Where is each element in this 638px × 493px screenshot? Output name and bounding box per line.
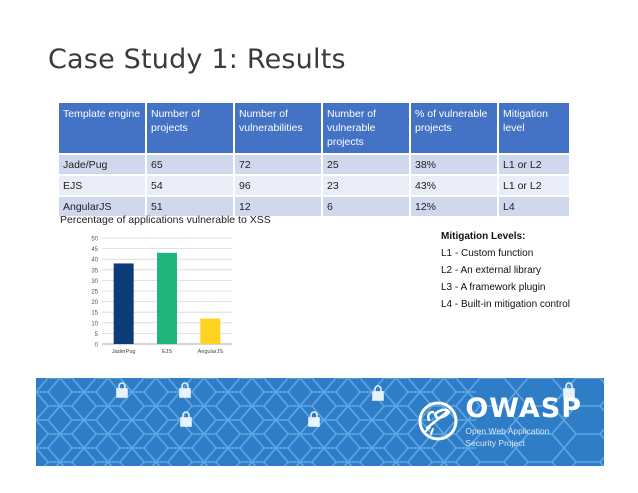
y-tick-label: 50 bbox=[91, 237, 98, 243]
table-row: Jade/Pug 65 72 25 38% L1 or L2 bbox=[59, 155, 569, 174]
bar bbox=[113, 263, 134, 344]
y-tick-label: 0 bbox=[95, 343, 99, 349]
x-tick-label: AngularJS bbox=[198, 349, 224, 355]
table-cell: 65 bbox=[147, 155, 233, 174]
y-tick-label: 5 bbox=[95, 332, 99, 338]
table-cell: L4 bbox=[499, 197, 569, 216]
lock-icon bbox=[308, 411, 320, 427]
mitigation-legend-item: L3 - A framework plugin bbox=[441, 282, 546, 293]
mitigation-legend-item: L1 - Custom function bbox=[441, 248, 534, 259]
lock-icon bbox=[116, 382, 128, 398]
table-cell: 51 bbox=[147, 197, 233, 216]
wasp-icon bbox=[418, 401, 458, 440]
y-tick-label: 35 bbox=[91, 268, 98, 274]
lock-icon bbox=[179, 382, 191, 398]
mitigation-legend-item: L4 - Built-in mitigation control bbox=[441, 299, 570, 310]
lock-icon bbox=[563, 382, 575, 398]
table-cell: L1 or L2 bbox=[499, 176, 569, 195]
table-cell: 12 bbox=[235, 197, 321, 216]
x-tick-label: EJS bbox=[162, 349, 172, 355]
lock-icon bbox=[372, 385, 384, 401]
header-number-of-vulnerabilities: Number of vulnerabilities bbox=[235, 103, 321, 153]
table-row: AngularJS 51 12 6 12% L4 bbox=[59, 197, 569, 216]
chart-caption: Percentage of applications vulnerable to… bbox=[60, 214, 271, 226]
header-template-engine: Template engine bbox=[59, 103, 145, 153]
header-mitigation-level: Mitigation level bbox=[499, 103, 569, 153]
x-tick-label: JaderPug bbox=[112, 349, 136, 355]
mitigation-legend: Mitigation Levels: L1 - Custom function … bbox=[441, 228, 570, 313]
table-header-row: Template engine Number of projects Numbe… bbox=[59, 103, 569, 153]
table-cell: Jade/Pug bbox=[59, 155, 145, 174]
table-cell: 54 bbox=[147, 176, 233, 195]
table-cell: 12% bbox=[411, 197, 497, 216]
y-tick-label: 15 bbox=[91, 311, 98, 317]
mitigation-legend-item: L2 - An external library bbox=[441, 265, 542, 276]
table-cell: 72 bbox=[235, 155, 321, 174]
owasp-wordmark: OWASP bbox=[465, 393, 582, 424]
table-cell: AngularJS bbox=[59, 197, 145, 216]
owasp-subtitle-line2: Security Project bbox=[465, 438, 525, 448]
hexagon-pattern bbox=[36, 378, 604, 466]
header-number-of-projects: Number of projects bbox=[147, 103, 233, 153]
owasp-logo: OWASP Open Web Application Security Proj… bbox=[417, 393, 582, 448]
y-tick-label: 45 bbox=[91, 247, 98, 253]
lock-icon bbox=[180, 411, 192, 427]
slide-title: Case Study 1: Results bbox=[48, 44, 346, 75]
table-cell: 6 bbox=[323, 197, 409, 216]
owasp-banner: OWASP Open Web Application Security Proj… bbox=[36, 378, 604, 466]
y-tick-label: 30 bbox=[91, 279, 98, 285]
y-tick-label: 25 bbox=[91, 290, 98, 296]
table-cell: L1 or L2 bbox=[499, 155, 569, 174]
table-cell: EJS bbox=[59, 176, 145, 195]
y-tick-label: 20 bbox=[91, 300, 98, 306]
table-row: EJS 54 96 23 43% L1 or L2 bbox=[59, 176, 569, 195]
header-number-of-vulnerable-projects: Number of vulnerable projects bbox=[323, 103, 409, 153]
bar bbox=[157, 252, 177, 344]
header-percent-vulnerable: % of vulnerable projects bbox=[411, 103, 497, 153]
table-cell: 43% bbox=[411, 176, 497, 195]
table-cell: 38% bbox=[411, 155, 497, 174]
results-table: Template engine Number of projects Numbe… bbox=[57, 101, 571, 218]
y-tick-label: 10 bbox=[91, 321, 98, 327]
table-cell: 96 bbox=[235, 176, 321, 195]
mitigation-legend-heading: Mitigation Levels: bbox=[441, 231, 526, 242]
y-tick-label: 40 bbox=[91, 258, 98, 264]
bar bbox=[200, 318, 221, 344]
owasp-subtitle-line1: Open Web Application bbox=[465, 426, 550, 436]
table-cell: 25 bbox=[323, 155, 409, 174]
bar-chart: 0 5 10 15 20 25 30 35 40 45 50 JaderPug EJS AngularJS bbox=[91, 237, 232, 355]
table-cell: 23 bbox=[323, 176, 409, 195]
